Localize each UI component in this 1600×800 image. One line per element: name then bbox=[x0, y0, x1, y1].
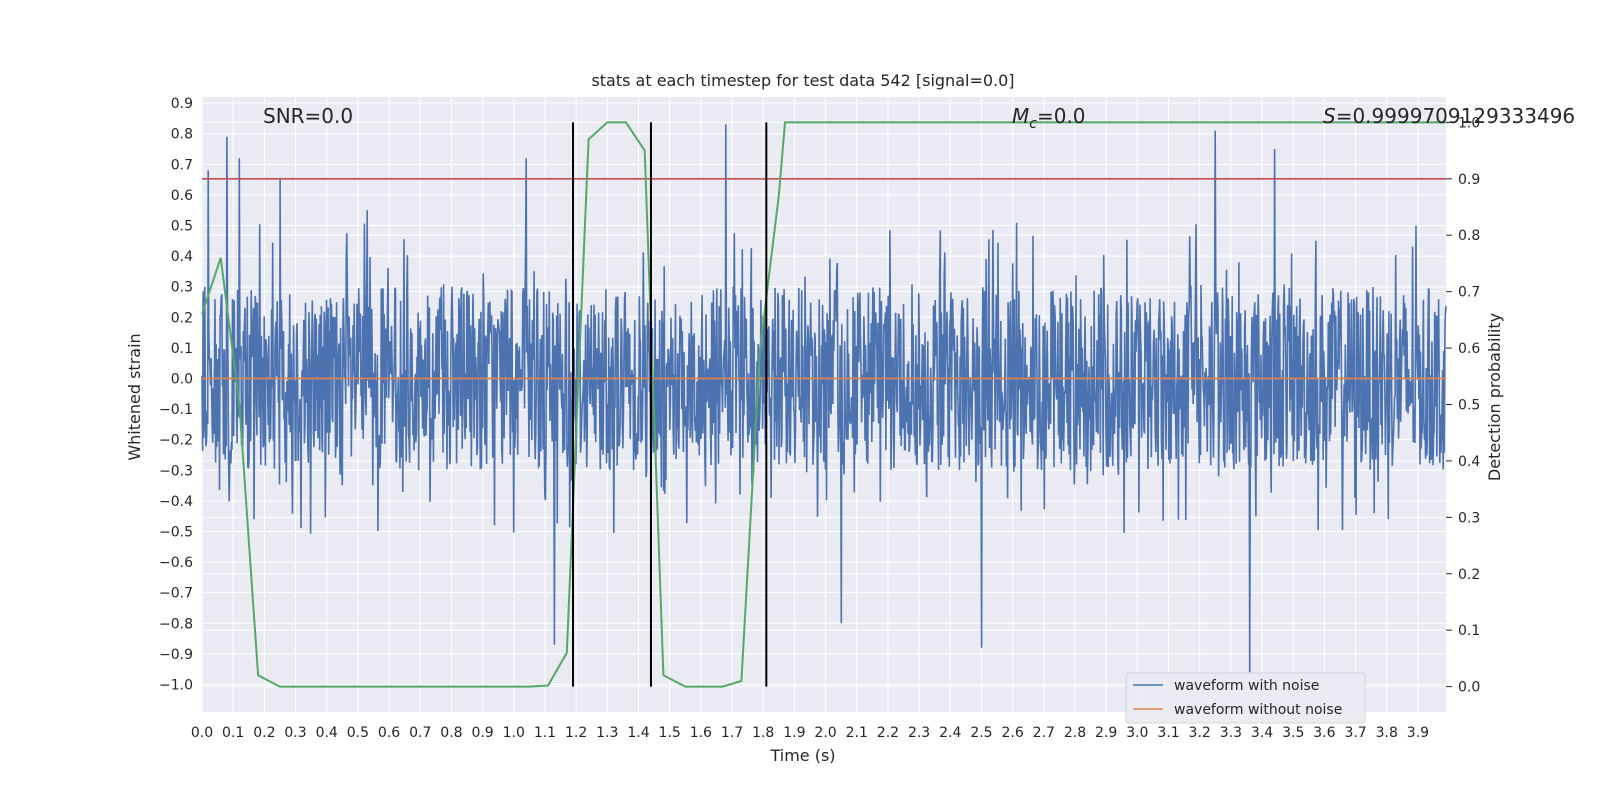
y-axis-label: Whitened strain bbox=[125, 333, 144, 460]
x-tick-label: 1.8 bbox=[752, 725, 774, 741]
x-tick-label: 3.6 bbox=[1313, 725, 1335, 741]
x-tick-label: 1.1 bbox=[534, 725, 556, 741]
y-tick-label: −0.1 bbox=[159, 402, 193, 418]
y2-tick-label: 0.2 bbox=[1458, 567, 1480, 583]
x-tick-label: 0.5 bbox=[347, 725, 369, 741]
x-tick-label: 2.7 bbox=[1033, 725, 1055, 741]
chirp-mass-value: =0.0 bbox=[1037, 104, 1086, 128]
y-tick-label: −0.6 bbox=[159, 555, 193, 571]
y-tick-label: −0.7 bbox=[159, 586, 193, 602]
y-tick-label: −0.2 bbox=[159, 433, 193, 449]
score-symbol: S bbox=[1323, 104, 1336, 128]
x-tick-label: 2.9 bbox=[1095, 725, 1117, 741]
y2-tick-label: 0.7 bbox=[1458, 285, 1480, 301]
x-tick-label: 1.3 bbox=[596, 725, 618, 741]
chirp-mass-annotation: Mc=0.0 bbox=[1012, 104, 1086, 132]
y2-tick-label: 0.6 bbox=[1458, 341, 1480, 357]
x-tick-label: 0.3 bbox=[284, 725, 306, 741]
noise-series bbox=[201, 124, 1447, 673]
x-tick-label: 3.3 bbox=[1220, 725, 1242, 741]
x-tick-label: 0.8 bbox=[440, 725, 462, 741]
y2-tick-label: 1.0 bbox=[1458, 115, 1480, 131]
snr-annotation: SNR=0.0 bbox=[263, 104, 353, 128]
legend-label-noise: waveform with noise bbox=[1174, 678, 1319, 694]
y-tick-label: 0.2 bbox=[171, 310, 193, 326]
x-tick-label: 2.0 bbox=[814, 725, 836, 741]
x-tick-label: 2.4 bbox=[939, 725, 961, 741]
x-tick-label: 3.9 bbox=[1407, 725, 1429, 741]
score-value: =0.9999709129333496 bbox=[1336, 104, 1575, 128]
x-tick-label: 2.8 bbox=[1064, 725, 1086, 741]
y2-tick-label: 0.3 bbox=[1458, 510, 1480, 526]
x-axis-ticks: 0.0 0.1 0.2 0.3 0.4 0.5 0.6 0.7 0.8 0.9 1.0 1.1 1.2 1… bbox=[191, 725, 1429, 741]
y2-tick-label: 0.9 bbox=[1458, 172, 1480, 188]
y-tick-label: 0.3 bbox=[171, 280, 193, 296]
x-tick-label: 3.4 bbox=[1251, 725, 1273, 741]
y-tick-label: −0.5 bbox=[159, 524, 193, 540]
y-tick-label: 0.6 bbox=[171, 188, 193, 204]
y-tick-label: −0.3 bbox=[159, 463, 193, 479]
y-tick-label: 0.4 bbox=[171, 249, 193, 265]
y-tick-label: 0.0 bbox=[171, 371, 193, 387]
noise-trace bbox=[201, 124, 1447, 673]
y2-tick-label: 0.8 bbox=[1458, 228, 1480, 244]
y2-axis-label: Detection probability bbox=[1485, 313, 1504, 481]
x-tick-label: 2.3 bbox=[908, 725, 930, 741]
y-tick-label: −1.0 bbox=[159, 677, 193, 693]
y-tick-label: −0.8 bbox=[159, 616, 193, 632]
grid bbox=[201, 97, 1446, 712]
x-tick-label: 1.2 bbox=[565, 725, 587, 741]
y-tick-label: 0.8 bbox=[171, 127, 193, 143]
x-tick-label: 0.4 bbox=[316, 725, 338, 741]
x-tick-label: 1.7 bbox=[721, 725, 743, 741]
y-axis-ticks: 0.9 0.8 0.7 0.6 0.5 0.4 0.3 0.2 0.1 0.0 −0.1 −0.2 −0… bbox=[159, 96, 193, 693]
chirp-mass-symbol: M bbox=[1012, 104, 1029, 128]
x-tick-label: 0.0 bbox=[191, 725, 213, 741]
chirp-mass-subscript: c bbox=[1029, 116, 1037, 132]
x-tick-label: 0.1 bbox=[222, 725, 244, 741]
y2-tick-label: 0.4 bbox=[1458, 454, 1480, 470]
x-tick-label: 2.2 bbox=[877, 725, 899, 741]
y2-tick-label: 0.0 bbox=[1458, 680, 1480, 696]
detection-probability-series bbox=[201, 121, 1446, 688]
legend-label-clean: waveform without noise bbox=[1174, 702, 1342, 718]
y2-tick-label: 0.5 bbox=[1458, 398, 1480, 414]
y-tick-label: 0.5 bbox=[171, 219, 193, 235]
x-tick-label: 3.2 bbox=[1189, 725, 1211, 741]
y-tick-label: 0.7 bbox=[171, 157, 193, 173]
x-tick-label: 0.9 bbox=[471, 725, 493, 741]
y2-tick-label: 0.1 bbox=[1458, 623, 1480, 639]
probability-trace bbox=[201, 121, 1446, 688]
legend-box bbox=[1125, 672, 1366, 724]
vertical-markers bbox=[572, 122, 768, 687]
y2-axis-ticks: 1.0 0.9 0.8 0.7 0.6 0.5 0.4 0.3 0.2 0.1 0.0 bbox=[1446, 115, 1480, 696]
legend: waveform with noise waveform without noi… bbox=[1125, 672, 1366, 724]
x-tick-label: 0.7 bbox=[409, 725, 431, 741]
y-tick-label: −0.9 bbox=[159, 647, 193, 663]
x-tick-label: 1.9 bbox=[783, 725, 805, 741]
x-tick-label: 2.5 bbox=[970, 725, 992, 741]
y-tick-label: 0.9 bbox=[171, 96, 193, 112]
x-tick-label: 0.6 bbox=[378, 725, 400, 741]
x-tick-label: 1.6 bbox=[690, 725, 712, 741]
x-tick-label: 2.6 bbox=[1001, 725, 1023, 741]
x-tick-label: 1.0 bbox=[503, 725, 525, 741]
x-tick-label: 1.4 bbox=[627, 725, 649, 741]
x-tick-label: 3.0 bbox=[1126, 725, 1148, 741]
y-tick-label: −0.4 bbox=[159, 494, 193, 510]
x-tick-label: 2.1 bbox=[846, 725, 868, 741]
chart-title: stats at each timestep for test data 542… bbox=[591, 71, 1014, 90]
x-tick-label: 3.5 bbox=[1282, 725, 1304, 741]
x-tick-label: 3.8 bbox=[1376, 725, 1398, 741]
x-axis-label: Time (s) bbox=[769, 746, 835, 765]
x-tick-label: 3.7 bbox=[1344, 725, 1366, 741]
x-tick-label: 0.2 bbox=[253, 725, 275, 741]
score-annotation: S=0.9999709129333496 bbox=[1323, 104, 1575, 128]
x-tick-label: 1.5 bbox=[659, 725, 681, 741]
x-tick-label: 3.1 bbox=[1157, 725, 1179, 741]
y-tick-label: 0.1 bbox=[171, 341, 193, 357]
